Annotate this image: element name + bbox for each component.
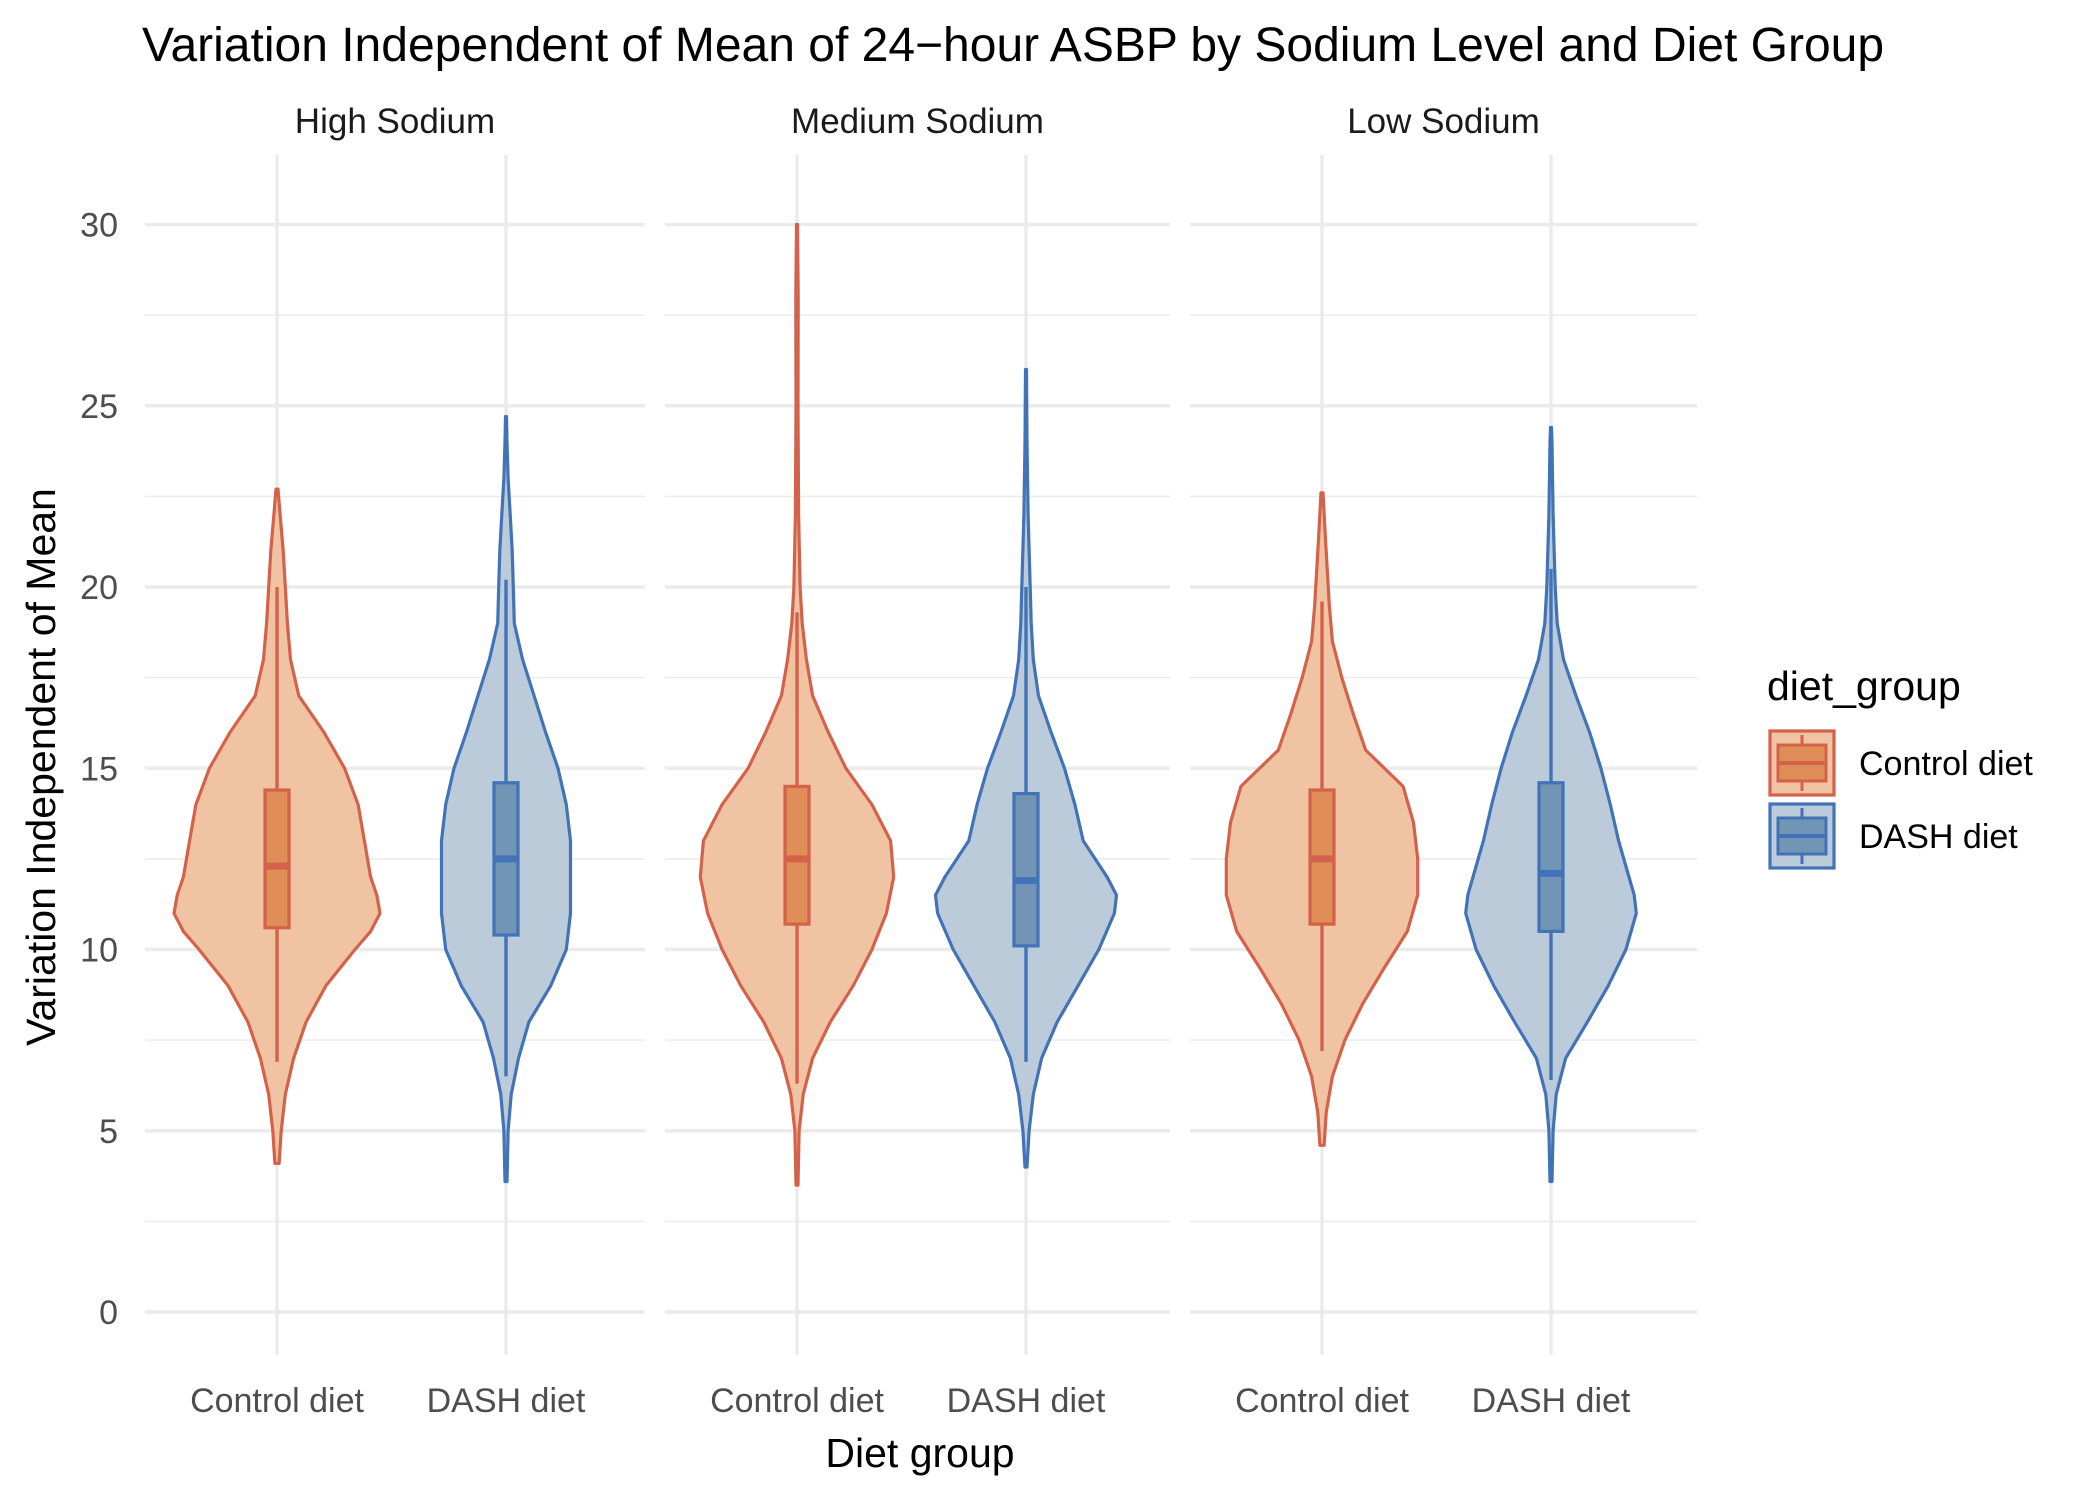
facet-strip-label: High Sodium <box>295 102 495 141</box>
x-tick-label: Control diet <box>710 1382 884 1420</box>
y-tick-label: 5 <box>99 1113 118 1151</box>
chart-title: Variation Independent of Mean of 24−hour… <box>142 19 1884 72</box>
legend-item: DASH diet <box>1768 802 2018 870</box>
legend-label: DASH diet <box>1859 818 2018 856</box>
x-tick-label: DASH diet <box>1472 1382 1631 1420</box>
y-tick-label: 0 <box>99 1294 118 1332</box>
boxplot-box <box>783 784 811 926</box>
legend-label: Control diet <box>1859 745 2033 783</box>
legend-item: Control diet <box>1768 729 2033 797</box>
y-tick-label: 10 <box>80 932 118 970</box>
x-tick-label: DASH diet <box>947 1382 1106 1420</box>
facet-panel: High Sodium Control diet DASH diet <box>145 102 645 1420</box>
boxplot-box <box>1537 781 1565 933</box>
y-tick-label: 15 <box>80 750 118 788</box>
y-tick-label: 30 <box>80 207 118 245</box>
x-tick-label: DASH diet <box>427 1382 586 1420</box>
facet-strip-label: Low Sodium <box>1347 102 1540 141</box>
y-tick-label: 25 <box>80 388 118 426</box>
legend: diet_group Control diet DASH diet <box>1767 663 2033 870</box>
facet-strip-label: Medium Sodium <box>791 102 1044 141</box>
panels-layer: 0 5 10 15 20 25 30 High Sodium Control diet DASH … <box>80 102 1697 1420</box>
x-tick-label: Control diet <box>190 1382 364 1420</box>
legend-title: diet_group <box>1767 663 1961 709</box>
x-tick-label: Control diet <box>1235 1382 1409 1420</box>
facet-panel: Low Sodium Control diet DASH diet <box>1190 102 1697 1420</box>
y-axis-title: Variation Independent of Mean <box>18 488 64 1046</box>
x-axis-title: Diet group <box>825 1430 1014 1476</box>
boxplot-box <box>1012 792 1040 948</box>
facet-panel: Medium Sodium Control diet DASH diet <box>665 102 1170 1420</box>
boxplot-box <box>263 788 291 930</box>
y-tick-label: 20 <box>80 569 118 607</box>
